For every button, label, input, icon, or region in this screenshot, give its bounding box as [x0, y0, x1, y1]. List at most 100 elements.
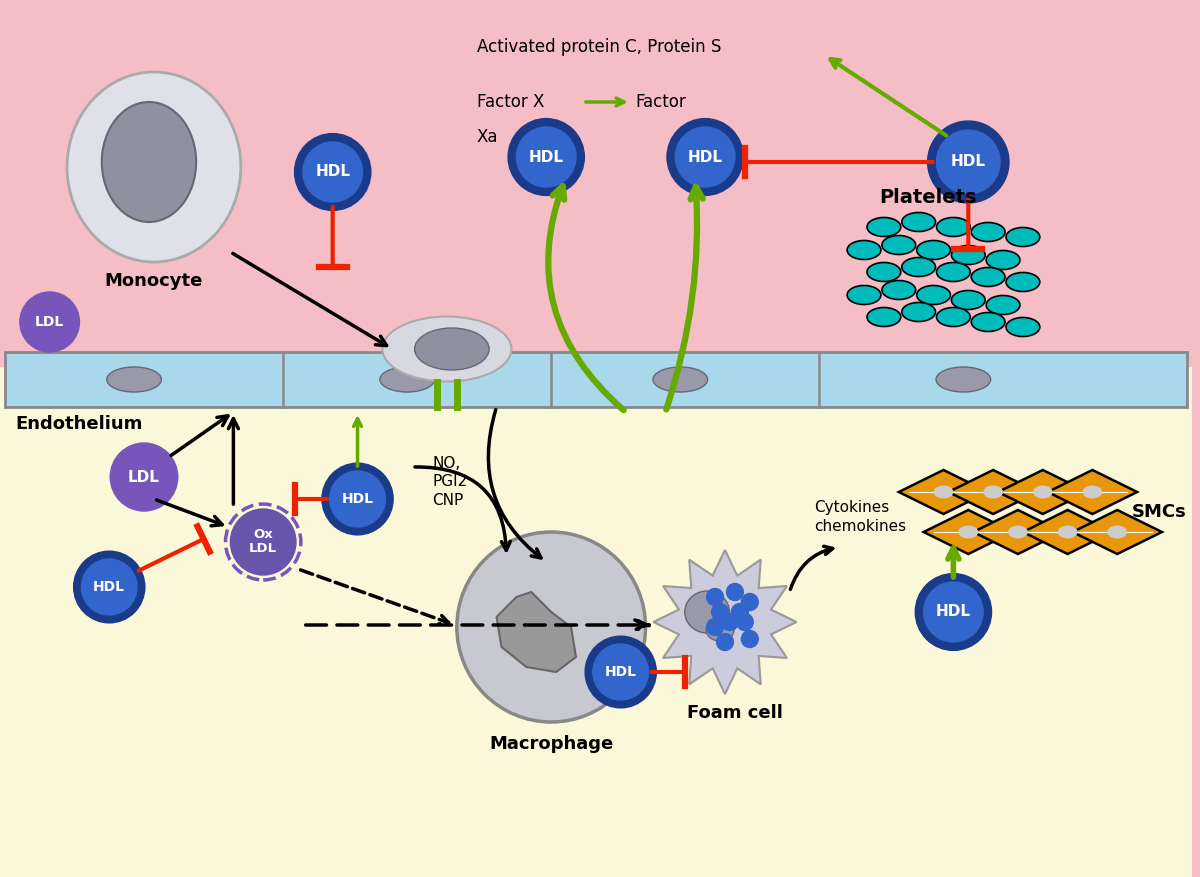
FancyArrowPatch shape	[415, 467, 510, 551]
Text: SMCs: SMCs	[1132, 503, 1187, 521]
Ellipse shape	[936, 262, 971, 282]
Circle shape	[516, 127, 576, 187]
Circle shape	[916, 574, 991, 651]
Text: LDL: LDL	[128, 469, 160, 484]
Text: Factor X: Factor X	[476, 93, 544, 111]
Ellipse shape	[936, 367, 991, 392]
Text: Monocyte: Monocyte	[104, 272, 203, 290]
Ellipse shape	[971, 223, 1006, 241]
Text: LDL: LDL	[35, 315, 65, 329]
Circle shape	[457, 532, 646, 722]
Ellipse shape	[1057, 525, 1078, 538]
FancyArrowPatch shape	[666, 187, 703, 410]
Ellipse shape	[917, 240, 950, 260]
Ellipse shape	[1082, 486, 1103, 498]
Text: Ox
LDL: Ox LDL	[250, 529, 277, 555]
Text: Factor: Factor	[636, 93, 686, 111]
Ellipse shape	[67, 72, 241, 262]
Text: HDL: HDL	[342, 492, 373, 506]
Circle shape	[667, 118, 743, 196]
Text: HDL: HDL	[950, 154, 985, 169]
Circle shape	[322, 463, 394, 535]
Circle shape	[936, 130, 1000, 194]
Ellipse shape	[917, 286, 950, 304]
Text: HDL: HDL	[94, 580, 125, 594]
Text: HDL: HDL	[688, 149, 722, 165]
Text: Activated protein C, Protein S: Activated protein C, Protein S	[476, 38, 721, 56]
Ellipse shape	[901, 212, 936, 232]
Polygon shape	[1073, 510, 1162, 554]
Circle shape	[712, 603, 728, 621]
Polygon shape	[899, 470, 988, 514]
Ellipse shape	[1006, 317, 1040, 337]
FancyArrowPatch shape	[488, 410, 541, 558]
Circle shape	[924, 582, 983, 642]
Circle shape	[82, 559, 137, 615]
Circle shape	[302, 142, 362, 202]
Text: HDL: HDL	[936, 604, 971, 619]
Ellipse shape	[1108, 525, 1127, 538]
Ellipse shape	[653, 367, 708, 392]
Polygon shape	[924, 510, 1013, 554]
FancyArrowPatch shape	[791, 546, 833, 589]
Circle shape	[716, 633, 733, 651]
Ellipse shape	[1006, 273, 1040, 291]
Circle shape	[707, 618, 724, 636]
Ellipse shape	[983, 486, 1003, 498]
Ellipse shape	[866, 308, 901, 326]
Text: Macrophage: Macrophage	[490, 735, 613, 753]
Text: Endothelium: Endothelium	[14, 415, 143, 433]
Polygon shape	[948, 470, 1038, 514]
Ellipse shape	[1006, 227, 1040, 246]
Ellipse shape	[866, 217, 901, 237]
Circle shape	[593, 644, 648, 700]
Ellipse shape	[847, 286, 881, 304]
Ellipse shape	[952, 290, 985, 310]
Ellipse shape	[901, 303, 936, 322]
Text: Xa: Xa	[476, 128, 498, 146]
Ellipse shape	[952, 246, 985, 265]
Text: HDL: HDL	[529, 149, 564, 165]
Ellipse shape	[102, 102, 196, 222]
Circle shape	[586, 636, 656, 708]
Circle shape	[742, 631, 758, 647]
Ellipse shape	[936, 308, 971, 326]
Ellipse shape	[415, 328, 490, 370]
Polygon shape	[973, 510, 1063, 554]
Polygon shape	[654, 550, 797, 694]
Ellipse shape	[706, 619, 734, 641]
FancyBboxPatch shape	[5, 352, 1187, 407]
Ellipse shape	[882, 281, 916, 300]
Circle shape	[73, 551, 145, 623]
Circle shape	[737, 614, 754, 631]
Circle shape	[676, 127, 734, 187]
Text: Platelets: Platelets	[878, 188, 977, 207]
Ellipse shape	[971, 312, 1006, 332]
Polygon shape	[1022, 510, 1112, 554]
FancyArrowPatch shape	[548, 186, 624, 410]
Ellipse shape	[685, 591, 730, 633]
Ellipse shape	[383, 317, 511, 381]
Text: Foam cell: Foam cell	[686, 704, 782, 722]
Ellipse shape	[986, 251, 1020, 269]
Text: NO,
PGI2
CNP: NO, PGI2 CNP	[432, 456, 467, 508]
Circle shape	[742, 594, 758, 610]
Bar	[0, 367, 1192, 877]
Circle shape	[721, 614, 738, 631]
Text: Cytokines
chemokines: Cytokines chemokines	[815, 500, 906, 534]
Ellipse shape	[934, 486, 954, 498]
Ellipse shape	[936, 217, 971, 237]
Ellipse shape	[959, 525, 978, 538]
Circle shape	[294, 133, 371, 210]
Circle shape	[508, 118, 584, 196]
Ellipse shape	[107, 367, 161, 392]
Circle shape	[726, 583, 743, 601]
Circle shape	[928, 121, 1009, 203]
Circle shape	[330, 471, 385, 527]
Circle shape	[707, 588, 724, 605]
Circle shape	[110, 443, 178, 511]
Ellipse shape	[380, 367, 434, 392]
Ellipse shape	[1008, 525, 1028, 538]
Circle shape	[230, 509, 296, 575]
Ellipse shape	[901, 258, 936, 276]
